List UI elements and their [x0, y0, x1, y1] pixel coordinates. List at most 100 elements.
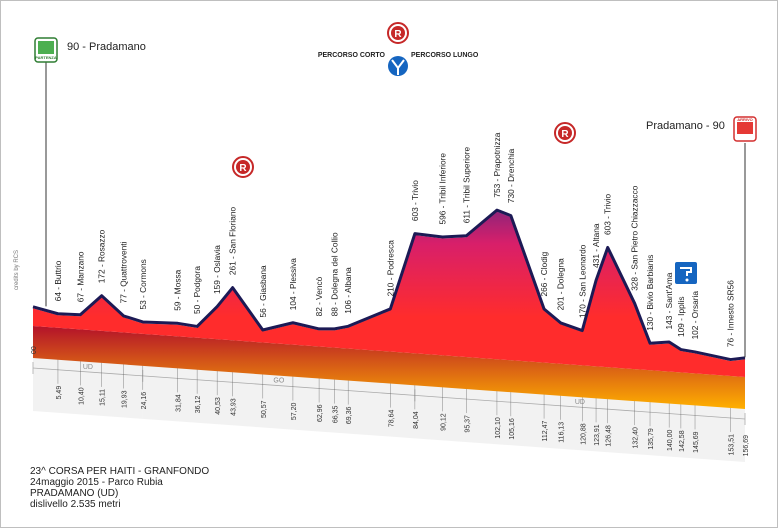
km-label: 145,69: [693, 431, 700, 453]
waypoint-name: 261 - San Floriano: [228, 206, 238, 275]
refreshment-letter: R: [394, 29, 402, 40]
km-label: 10,40: [78, 387, 85, 405]
waypoint-name: 596 - Tribil Inferiore: [438, 153, 448, 225]
markers: PARTENZA ARRIVO R R R PERCORSO CORTO PERCORSO …: [34, 22, 757, 358]
province-label: UD: [575, 399, 585, 406]
refreshment-letter: R: [561, 129, 569, 140]
province-labels: UD GO UD: [83, 364, 585, 406]
km-label: 36,12: [195, 396, 202, 414]
waypoint-name: 106 - Albana: [343, 267, 353, 314]
waypoint-name: 603 - Trivio: [603, 194, 613, 235]
start-icon-label: PARTENZA: [35, 55, 57, 60]
km-label: 43,93: [231, 398, 238, 416]
province-label: GO: [273, 378, 284, 385]
km-label: 57,20: [291, 403, 298, 421]
waypoint-name: 50 - Podgora: [192, 266, 202, 314]
water-tap: [680, 267, 692, 276]
province-line: [142, 375, 415, 396]
km-label: 123,91: [594, 424, 601, 446]
km-label: 15,11: [100, 389, 107, 406]
km-label: 31,84: [176, 394, 183, 412]
km-label: 102,10: [495, 417, 502, 439]
copyright-note: credits by RCS: [14, 249, 20, 290]
km-label: 69,36: [346, 406, 353, 424]
profile-base: [33, 326, 745, 409]
km-label: 24,16: [141, 392, 148, 410]
km-label: 135,79: [648, 428, 655, 450]
waypoint-name: 77 - Quattroventi: [119, 241, 129, 303]
km-label: 40,53: [215, 397, 222, 415]
waypoint-name: 143 - Sant'Ama: [664, 272, 674, 329]
km-label: 112,47: [542, 421, 549, 442]
waypoint-name: 201 - Dolegna: [556, 258, 566, 311]
race-info: 23^ CORSA PER HAITI - GRANFONDO 24maggio…: [30, 466, 209, 510]
waypoint-name: 104 - Plessiva: [288, 258, 298, 310]
waypoint-name: 753 - Prapotnizza: [492, 132, 502, 197]
waypoint-name: 730 - Drenchia: [506, 148, 516, 203]
elevation-profile: [33, 211, 745, 377]
route-short-label: PERCORSO CORTO: [318, 52, 386, 59]
info-line-climb: dislivello 2.535 metri: [30, 499, 121, 510]
km-label: 142,58: [679, 430, 686, 452]
waypoint-name: 159 - Oslavia: [212, 245, 222, 294]
km-label: 126,48: [606, 425, 613, 447]
km-label: 66,35: [332, 406, 339, 424]
km-label: 140,00: [667, 429, 674, 451]
profile-base-slab: [33, 326, 745, 409]
km-label: 116,13: [559, 422, 566, 443]
refreshment-icon-core: [558, 126, 572, 140]
end-label: Pradamano - 90: [646, 120, 725, 132]
km-label: 156,69: [743, 435, 750, 457]
province-line: [32, 367, 143, 377]
finish-icon: [737, 122, 753, 134]
km-label: 5,49: [56, 386, 63, 400]
province-label: UD: [83, 364, 93, 371]
waypoint-name: 56 - Giasbana: [258, 265, 268, 318]
km-label: 153,51: [729, 434, 736, 456]
waypoint-name: 130 - Bivio Barbianis: [645, 255, 655, 331]
waypoint-names: 64 - Buttrio 67 - Manzano 172 - Rosazzo 77 …: [53, 132, 736, 347]
waypoint-name: 266 - Clodig: [539, 251, 549, 296]
km-label: 00: [31, 346, 38, 354]
waypoint-name: 82 - Vencò: [314, 276, 324, 316]
waypoint-name: 210 - Podresca: [385, 240, 395, 297]
km-label: 78,64: [388, 410, 395, 428]
waypoint-name: 64 - Buttrio: [53, 260, 63, 301]
waypoint-name: 172 - Rosazzo: [97, 229, 107, 283]
water-drop: [685, 278, 689, 282]
info-line-place: PRADAMANO (UD): [30, 488, 119, 499]
refreshment-letter: R: [239, 163, 247, 174]
waypoint-name: 431 - Altana: [591, 223, 601, 268]
waypoint-name: 328 - San Pietro Chiazzacco: [630, 185, 640, 291]
km-label: 120,88: [580, 423, 587, 445]
km-label: 62,96: [317, 404, 324, 422]
start-label: 90 - Pradamano: [67, 41, 146, 53]
waypoint-name: 76 - Innesto SR56: [726, 280, 736, 347]
waypoint-name: 603 - Trivio: [410, 180, 420, 221]
waypoint-name: 102 - Orsaria: [690, 291, 700, 340]
refreshment-icon-core: [391, 26, 405, 40]
waypoint-name: 170 - San Leonardo: [577, 244, 587, 318]
km-label: 95,37: [464, 415, 471, 433]
finish-icon-label: ARRIVO: [737, 117, 753, 122]
info-line-date: 24maggio 2015 - Parco Rubia: [30, 477, 163, 488]
km-label: 19,93: [122, 390, 129, 408]
province-line: [414, 394, 746, 420]
info-line-title: 23^ CORSA PER HAITI - GRANFONDO: [30, 466, 210, 477]
km-label: 132,40: [633, 427, 640, 449]
route-split-arrow: [391, 59, 405, 75]
profile-ridge: [32, 208, 746, 362]
waypoint-name: 67 - Manzano: [75, 251, 85, 302]
km-label: 90,12: [441, 413, 448, 431]
route-long-label: PERCORSO LUNGO: [411, 52, 479, 59]
km-label: 84,04: [413, 411, 420, 429]
waypoint-name: 59 - Mossa: [173, 269, 183, 310]
waypoint-name: 611 - Tribil Superiore: [461, 147, 471, 224]
km-label: 50,57: [261, 400, 268, 418]
start-icon: [38, 41, 54, 54]
waypoint-name: 53 - Cormons: [138, 259, 148, 309]
refreshment-icon-core: [236, 160, 250, 174]
km-labels: 00 5,49 10,40 15,11 19,93 24,16 31,84 36,12 40,5…: [31, 346, 750, 456]
waypoint-name: 109 - Ipplis: [676, 296, 686, 337]
